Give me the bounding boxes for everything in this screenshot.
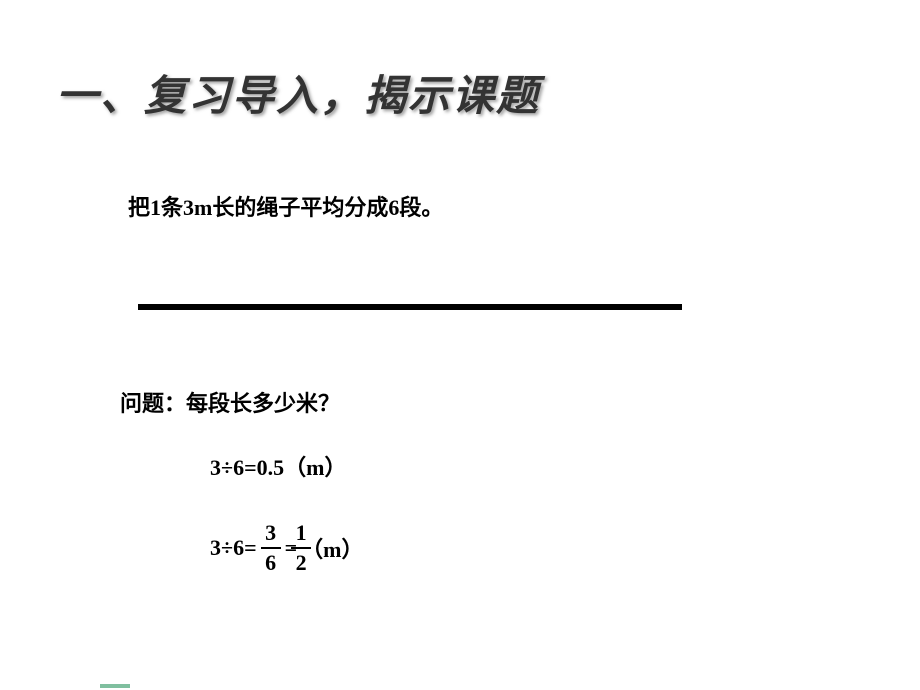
fraction-3-6: 3 6 xyxy=(261,521,281,575)
question-text: 问题：每段长多少米？ xyxy=(120,386,340,418)
fraction-bar xyxy=(261,547,281,549)
eq1-equals: = xyxy=(244,455,257,480)
eq1-lhs: 3÷6 xyxy=(210,455,244,480)
fraction-den: 2 xyxy=(296,551,307,575)
eq2-equals-1: = xyxy=(244,535,257,561)
eq1-unit: （m） xyxy=(284,455,346,480)
section-heading: 一、复习导入，揭示课题 xyxy=(56,62,540,123)
fraction-den: 6 xyxy=(265,551,276,575)
accent-mark xyxy=(100,684,130,688)
fraction-1-2: 1 2 xyxy=(291,521,311,575)
fraction-num: 1 xyxy=(296,521,307,545)
fraction-num: 3 xyxy=(265,521,276,545)
eq1-rhs: 0.5 xyxy=(257,455,285,480)
problem-statement: 把1条3m长的绳子平均分成6段。 xyxy=(128,190,443,222)
equation-fraction: 3÷6 = 3 6 = 1 2 （m） xyxy=(210,516,364,580)
eq2-lhs: 3÷6 xyxy=(210,535,244,561)
equation-decimal: 3÷6=0.5（m） xyxy=(210,450,346,482)
horizontal-rule xyxy=(138,304,682,310)
fraction-bar xyxy=(291,547,311,549)
